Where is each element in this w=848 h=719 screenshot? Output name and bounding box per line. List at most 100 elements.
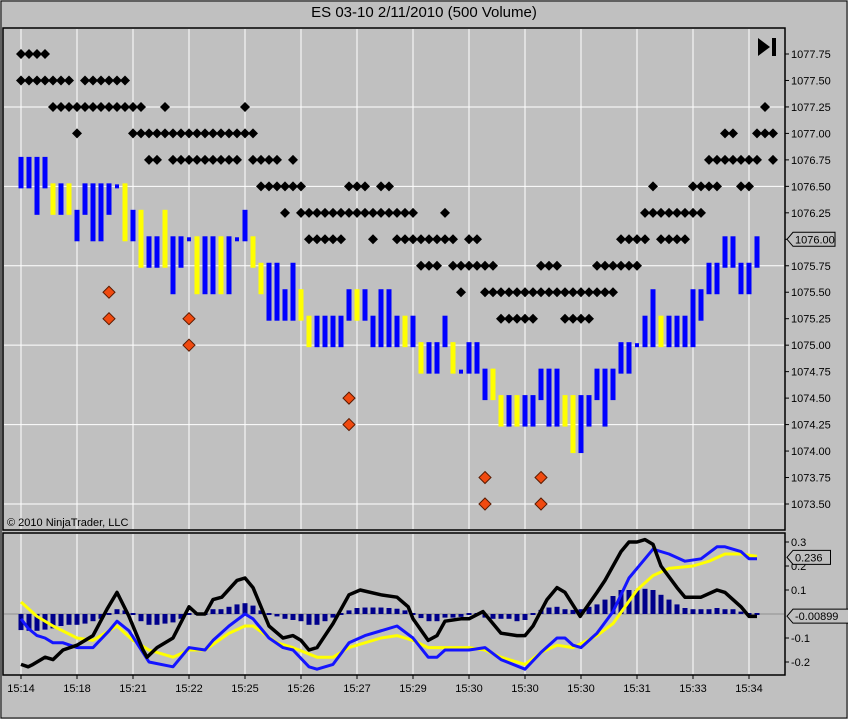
time-tick-label: 15:30 (511, 683, 539, 695)
grid (4, 29, 784, 674)
histogram-bar (50, 614, 56, 629)
black-diamond (160, 101, 170, 112)
price-bar (602, 368, 608, 427)
price-tick-label: 1075.25 (791, 314, 831, 326)
histogram-bar (258, 610, 264, 614)
black-diamond (576, 313, 586, 324)
price-bar (34, 156, 40, 215)
black-diamond (160, 128, 170, 139)
black-diamond (728, 154, 738, 165)
price-bar (290, 262, 296, 321)
black-diamond (264, 154, 274, 165)
histogram-bar (562, 609, 568, 614)
black-diamond (176, 128, 186, 139)
histogram-bar (82, 614, 88, 624)
black-diamond (376, 181, 386, 192)
price-bar (738, 262, 744, 295)
price-bar (626, 342, 632, 374)
black-diamond (448, 234, 458, 245)
black-diamond (520, 313, 530, 324)
indicator-tick-label: -0.1 (791, 633, 810, 645)
black-diamond (600, 260, 610, 271)
black-diamond (136, 101, 146, 112)
price-bar (266, 262, 272, 321)
black-diamond (256, 154, 266, 165)
time-tick-label: 15:34 (735, 683, 763, 695)
time-tick-label: 15:30 (567, 683, 595, 695)
indicator-tick-label: 0.1 (791, 585, 806, 597)
black-diamond (760, 128, 770, 139)
black-diamond (224, 128, 234, 139)
black-diamond (288, 154, 298, 165)
histogram-bar (730, 609, 736, 614)
price-bar (474, 342, 480, 374)
black-diamond (712, 181, 722, 192)
black-diamond (488, 260, 498, 271)
black-diamond (200, 128, 210, 139)
histogram-bar (674, 604, 680, 614)
price-bar (610, 368, 616, 401)
black-diamond (400, 234, 410, 245)
price-bar (722, 236, 728, 268)
black-diamond (712, 154, 722, 165)
black-diamond (664, 234, 674, 245)
time-tick-label: 15:25 (231, 683, 259, 695)
price-bar (378, 289, 384, 348)
black-diamond (344, 181, 354, 192)
histogram-bar (658, 594, 664, 614)
black-diamond (248, 154, 258, 165)
black-diamond (768, 154, 778, 165)
indicator-value-flag (786, 549, 831, 565)
black-diamond (496, 287, 506, 298)
last-price-label: 1076.00 (795, 234, 835, 246)
black-diamond (88, 101, 98, 112)
black-diamond (96, 101, 106, 112)
black-diamond (544, 287, 554, 298)
go-to-end-icon[interactable] (758, 38, 776, 56)
histogram-bar (506, 614, 512, 619)
histogram-bar (498, 614, 504, 619)
orange-diamond-marker (478, 497, 492, 511)
price-tick-label: 1077.25 (791, 102, 831, 114)
histogram-bar (346, 610, 352, 614)
histogram-bar (74, 614, 80, 625)
price-tick-label: 1074.75 (791, 367, 831, 379)
black-diamond (200, 154, 210, 165)
black-diamond (168, 154, 178, 165)
price-bar (258, 262, 264, 295)
price-bar (18, 156, 24, 189)
black-diamond (48, 101, 58, 112)
histogram-bar (26, 614, 32, 631)
price-bar (226, 236, 232, 295)
histogram-bar (170, 614, 176, 623)
histogram-bar (722, 609, 728, 614)
price-bar (554, 368, 560, 427)
histogram-bar (18, 614, 24, 631)
black-diamond (728, 128, 738, 139)
black-diamond (512, 313, 522, 324)
black-diamond (216, 154, 226, 165)
price-panel[interactable] (2, 27, 786, 531)
histogram-bar (690, 609, 696, 614)
black-diamond (464, 260, 474, 271)
indicator-line-black (20, 537, 757, 669)
price-bar (306, 315, 312, 348)
histogram-bar (290, 614, 296, 620)
price-bar (578, 395, 584, 454)
black-diamond (760, 101, 770, 112)
price-tick-label: 1077.75 (791, 49, 831, 61)
black-diamond (520, 287, 530, 298)
black-diamond (440, 234, 450, 245)
price-bar (674, 315, 680, 348)
black-diamond (240, 101, 250, 112)
black-diamond (304, 234, 314, 245)
black-diamond (584, 287, 594, 298)
black-diamond (552, 260, 562, 271)
histogram-bar (426, 614, 432, 622)
histogram-bar (130, 613, 136, 615)
indicator-value-flag (786, 608, 848, 624)
black-diamond (16, 49, 26, 59)
price-bar (90, 183, 96, 242)
